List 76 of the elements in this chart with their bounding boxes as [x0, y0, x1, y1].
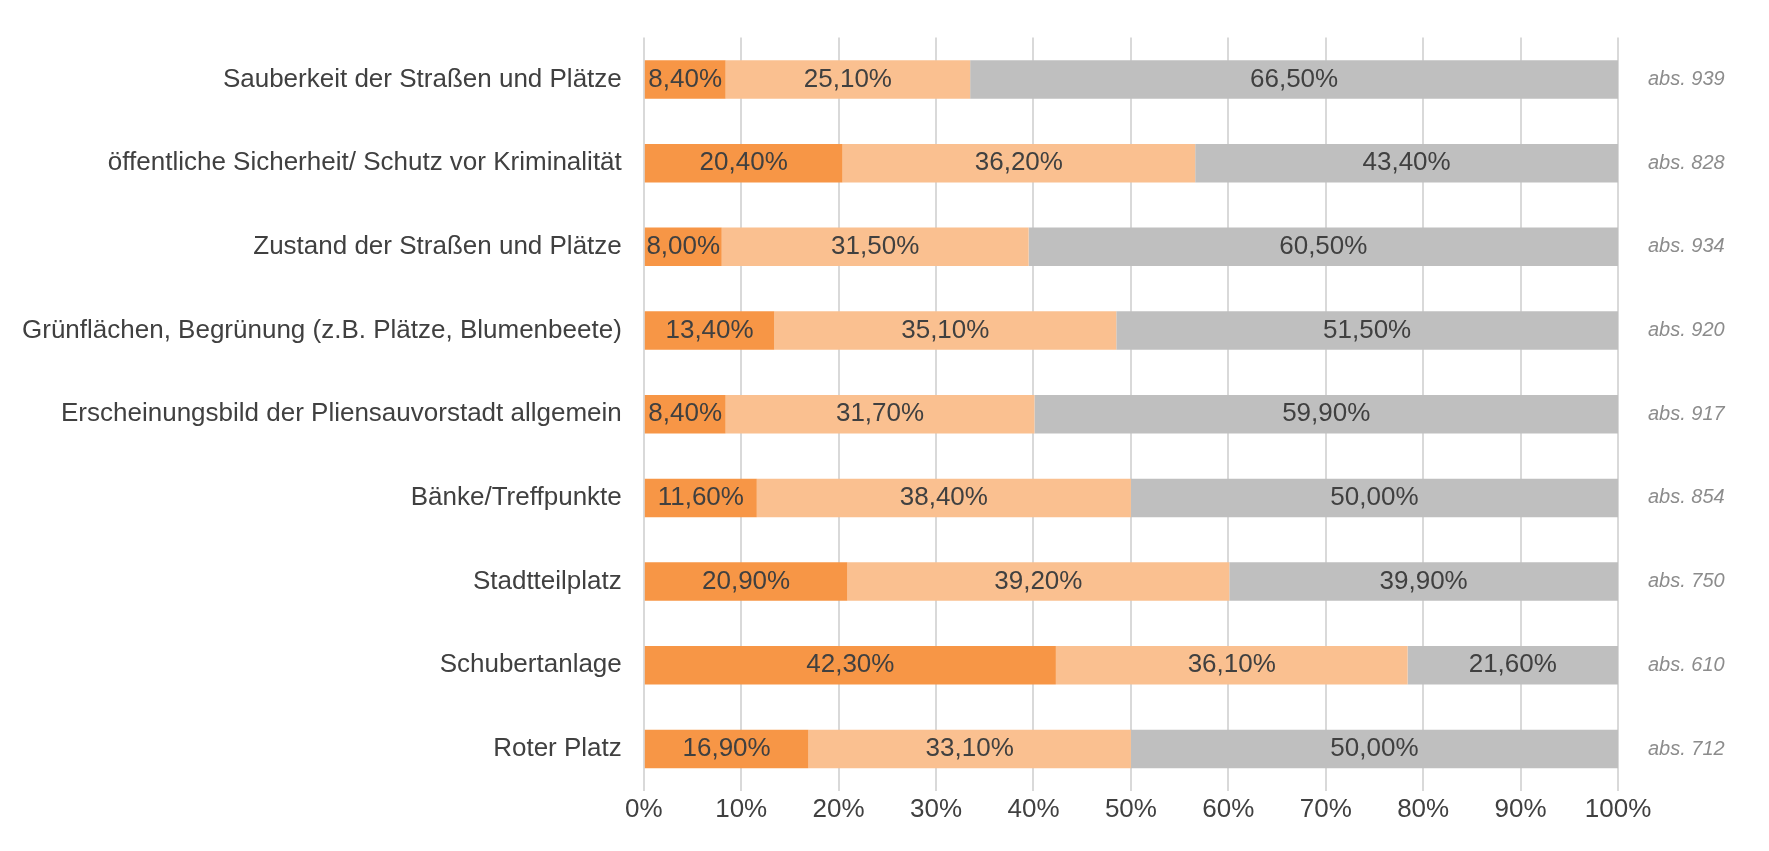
text: abs. 750: [1648, 569, 1725, 592]
data-label: 20,40%: [699, 146, 788, 177]
y-tick-label: Sauberkeit der Straßen und Plätze: [222, 62, 622, 93]
data-label: 50,00%: [1330, 732, 1419, 763]
data-label: 31,70%: [835, 397, 925, 428]
y-tick-label: Stadtteilplatz: [472, 564, 622, 595]
data-label: 42,30%: [806, 648, 895, 679]
y-tick-label: Schubertanlage: [439, 648, 622, 679]
bar: [774, 311, 1117, 350]
bar: [1028, 227, 1618, 267]
bar: [1407, 646, 1618, 685]
data-label: 11,60%: [657, 481, 744, 512]
bar: [842, 143, 1196, 183]
x-tick-label: 30%: [910, 792, 963, 823]
x-tick-label: 40%: [1007, 792, 1060, 823]
data-label: 50,00%: [1330, 481, 1419, 512]
text: abs. 610: [1648, 652, 1725, 675]
data-label: 8,40%: [648, 62, 723, 93]
bar: [1229, 562, 1618, 601]
data-label: 35,10%: [901, 313, 990, 344]
data-label: 8,00%: [646, 229, 721, 260]
bar: [644, 562, 848, 601]
data-label: 21,60%: [1468, 648, 1557, 679]
x-tick-label: 0%: [625, 792, 663, 823]
text: abs. 920: [1648, 318, 1725, 341]
text: abs. 828: [1648, 150, 1725, 173]
y-tick-label: öffentliche Sicherheit/ Schutz vor Kriminalität: [107, 146, 623, 177]
data-label: 43,40%: [1362, 146, 1451, 177]
x-tick-label: 80%: [1397, 792, 1450, 823]
y-tick-label: Zustand der Straßen und Plätze: [253, 229, 622, 260]
data-label: 66,50%: [1249, 62, 1339, 93]
text: abs. 712: [1648, 736, 1725, 759]
text: abs. 934: [1648, 234, 1725, 257]
data-label: 13,40%: [665, 313, 754, 344]
bar: [756, 478, 1131, 518]
data-label: 16,90%: [682, 732, 771, 763]
data-label: 51,50%: [1323, 313, 1412, 344]
data-label: 60,50%: [1279, 229, 1368, 260]
bar: [644, 646, 1056, 685]
bar: [725, 394, 1035, 434]
data-label: 59,90%: [1282, 397, 1371, 428]
text: abs. 854: [1648, 485, 1725, 508]
data-label: 25,10%: [803, 62, 892, 93]
bar: [1055, 646, 1408, 685]
x-tick-label: 60%: [1202, 792, 1255, 823]
data-label: 20,90%: [702, 564, 791, 595]
data-label: 39,90%: [1379, 564, 1468, 595]
bar: [970, 60, 1618, 99]
x-tick-label: 100%: [1584, 792, 1652, 823]
x-tick-label: 70%: [1299, 792, 1352, 823]
y-tick-label: Grünflächen, Begrünung (z.B. Plätze, Blumenbeete): [21, 313, 622, 344]
bar: [1130, 478, 1618, 518]
bar: [1130, 729, 1618, 769]
text: abs. 939: [1648, 67, 1725, 90]
x-tick-label: 90%: [1494, 792, 1547, 823]
data-label: 8,40%: [648, 397, 723, 428]
y-tick-label: Erscheinungsbild der Pliensauvorstadt allgemein: [61, 397, 622, 428]
data-label: 33,10%: [925, 732, 1014, 763]
bar: [721, 227, 1029, 267]
bar: [1034, 394, 1618, 434]
data-label: 31,50%: [831, 229, 920, 260]
bar: [1195, 143, 1618, 183]
data-label: 36,20%: [974, 146, 1063, 177]
bar: [725, 60, 971, 99]
data-label: 38,40%: [899, 481, 988, 512]
data-label: 39,20%: [994, 564, 1083, 595]
bar: [1116, 311, 1618, 350]
bar: [808, 729, 1131, 769]
x-tick-label: 50%: [1104, 792, 1157, 823]
bar: [847, 562, 1230, 601]
text: abs. 917: [1648, 401, 1726, 424]
y-tick-label: Bänke/Treffpunkte: [410, 481, 622, 512]
x-tick-label: 20%: [812, 792, 865, 823]
x-tick-label: 10%: [715, 792, 768, 823]
y-tick-label: Roter Platz: [493, 732, 622, 763]
data-label: 36,10%: [1187, 648, 1276, 679]
